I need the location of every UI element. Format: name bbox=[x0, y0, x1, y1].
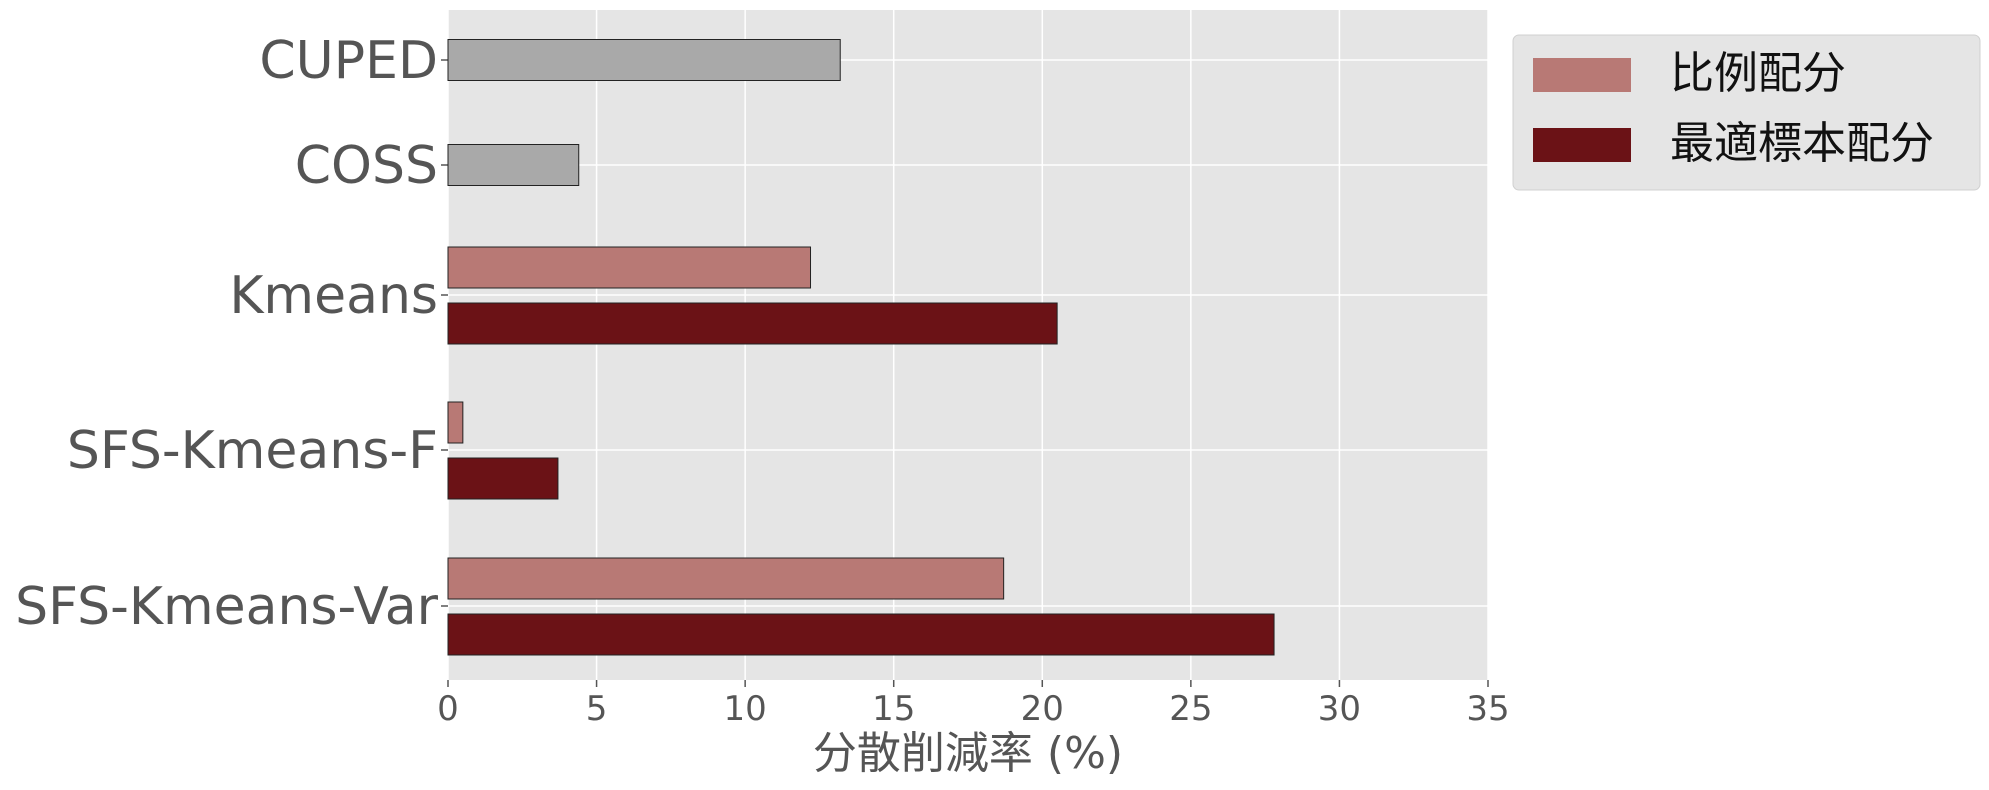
category-label: SFS-Kmeans-Var bbox=[15, 577, 439, 637]
bar-baseline bbox=[447, 39, 841, 81]
x-tick-label: 25 bbox=[1169, 689, 1212, 729]
legend: 比例配分 最適標本配分 bbox=[1512, 34, 1981, 191]
legend-swatch-optimal bbox=[1533, 128, 1631, 162]
bar-optimal bbox=[447, 302, 1058, 345]
x-tick-label: 20 bbox=[1021, 689, 1064, 729]
category-labels: CUPED COSS Kmeans SFS-Kmeans-F SFS-Kmeans-Va… bbox=[15, 31, 439, 637]
x-tick-labels: 0 5 10 15 20 25 30 35 bbox=[437, 689, 1509, 729]
category-label: CUPED bbox=[259, 31, 438, 91]
x-tick-label: 10 bbox=[724, 689, 767, 729]
category-label: COSS bbox=[295, 136, 438, 196]
bar-baseline bbox=[447, 144, 580, 186]
legend-label-optimal: 最適標本配分 bbox=[1670, 118, 1934, 169]
category-label: SFS-Kmeans-F bbox=[67, 421, 438, 481]
bar-proportional bbox=[447, 401, 464, 444]
grid-lines bbox=[441, 10, 1489, 687]
category-label: Kmeans bbox=[229, 266, 438, 326]
x-tick-label: 0 bbox=[437, 689, 459, 729]
bar-proportional bbox=[447, 246, 812, 289]
x-tick-label: 15 bbox=[872, 689, 915, 729]
legend-swatch-proportional bbox=[1533, 58, 1631, 92]
bars bbox=[447, 39, 1275, 656]
x-tick-label: 35 bbox=[1466, 689, 1509, 729]
bar-optimal bbox=[447, 613, 1275, 656]
legend-label-proportional: 比例配分 bbox=[1670, 48, 1846, 99]
x-axis-title: 分散削減率 (%) bbox=[813, 728, 1123, 779]
x-tick-label: 30 bbox=[1318, 689, 1361, 729]
bar-proportional bbox=[447, 557, 1005, 600]
x-tick-label: 5 bbox=[586, 689, 608, 729]
bar-optimal bbox=[447, 457, 559, 500]
